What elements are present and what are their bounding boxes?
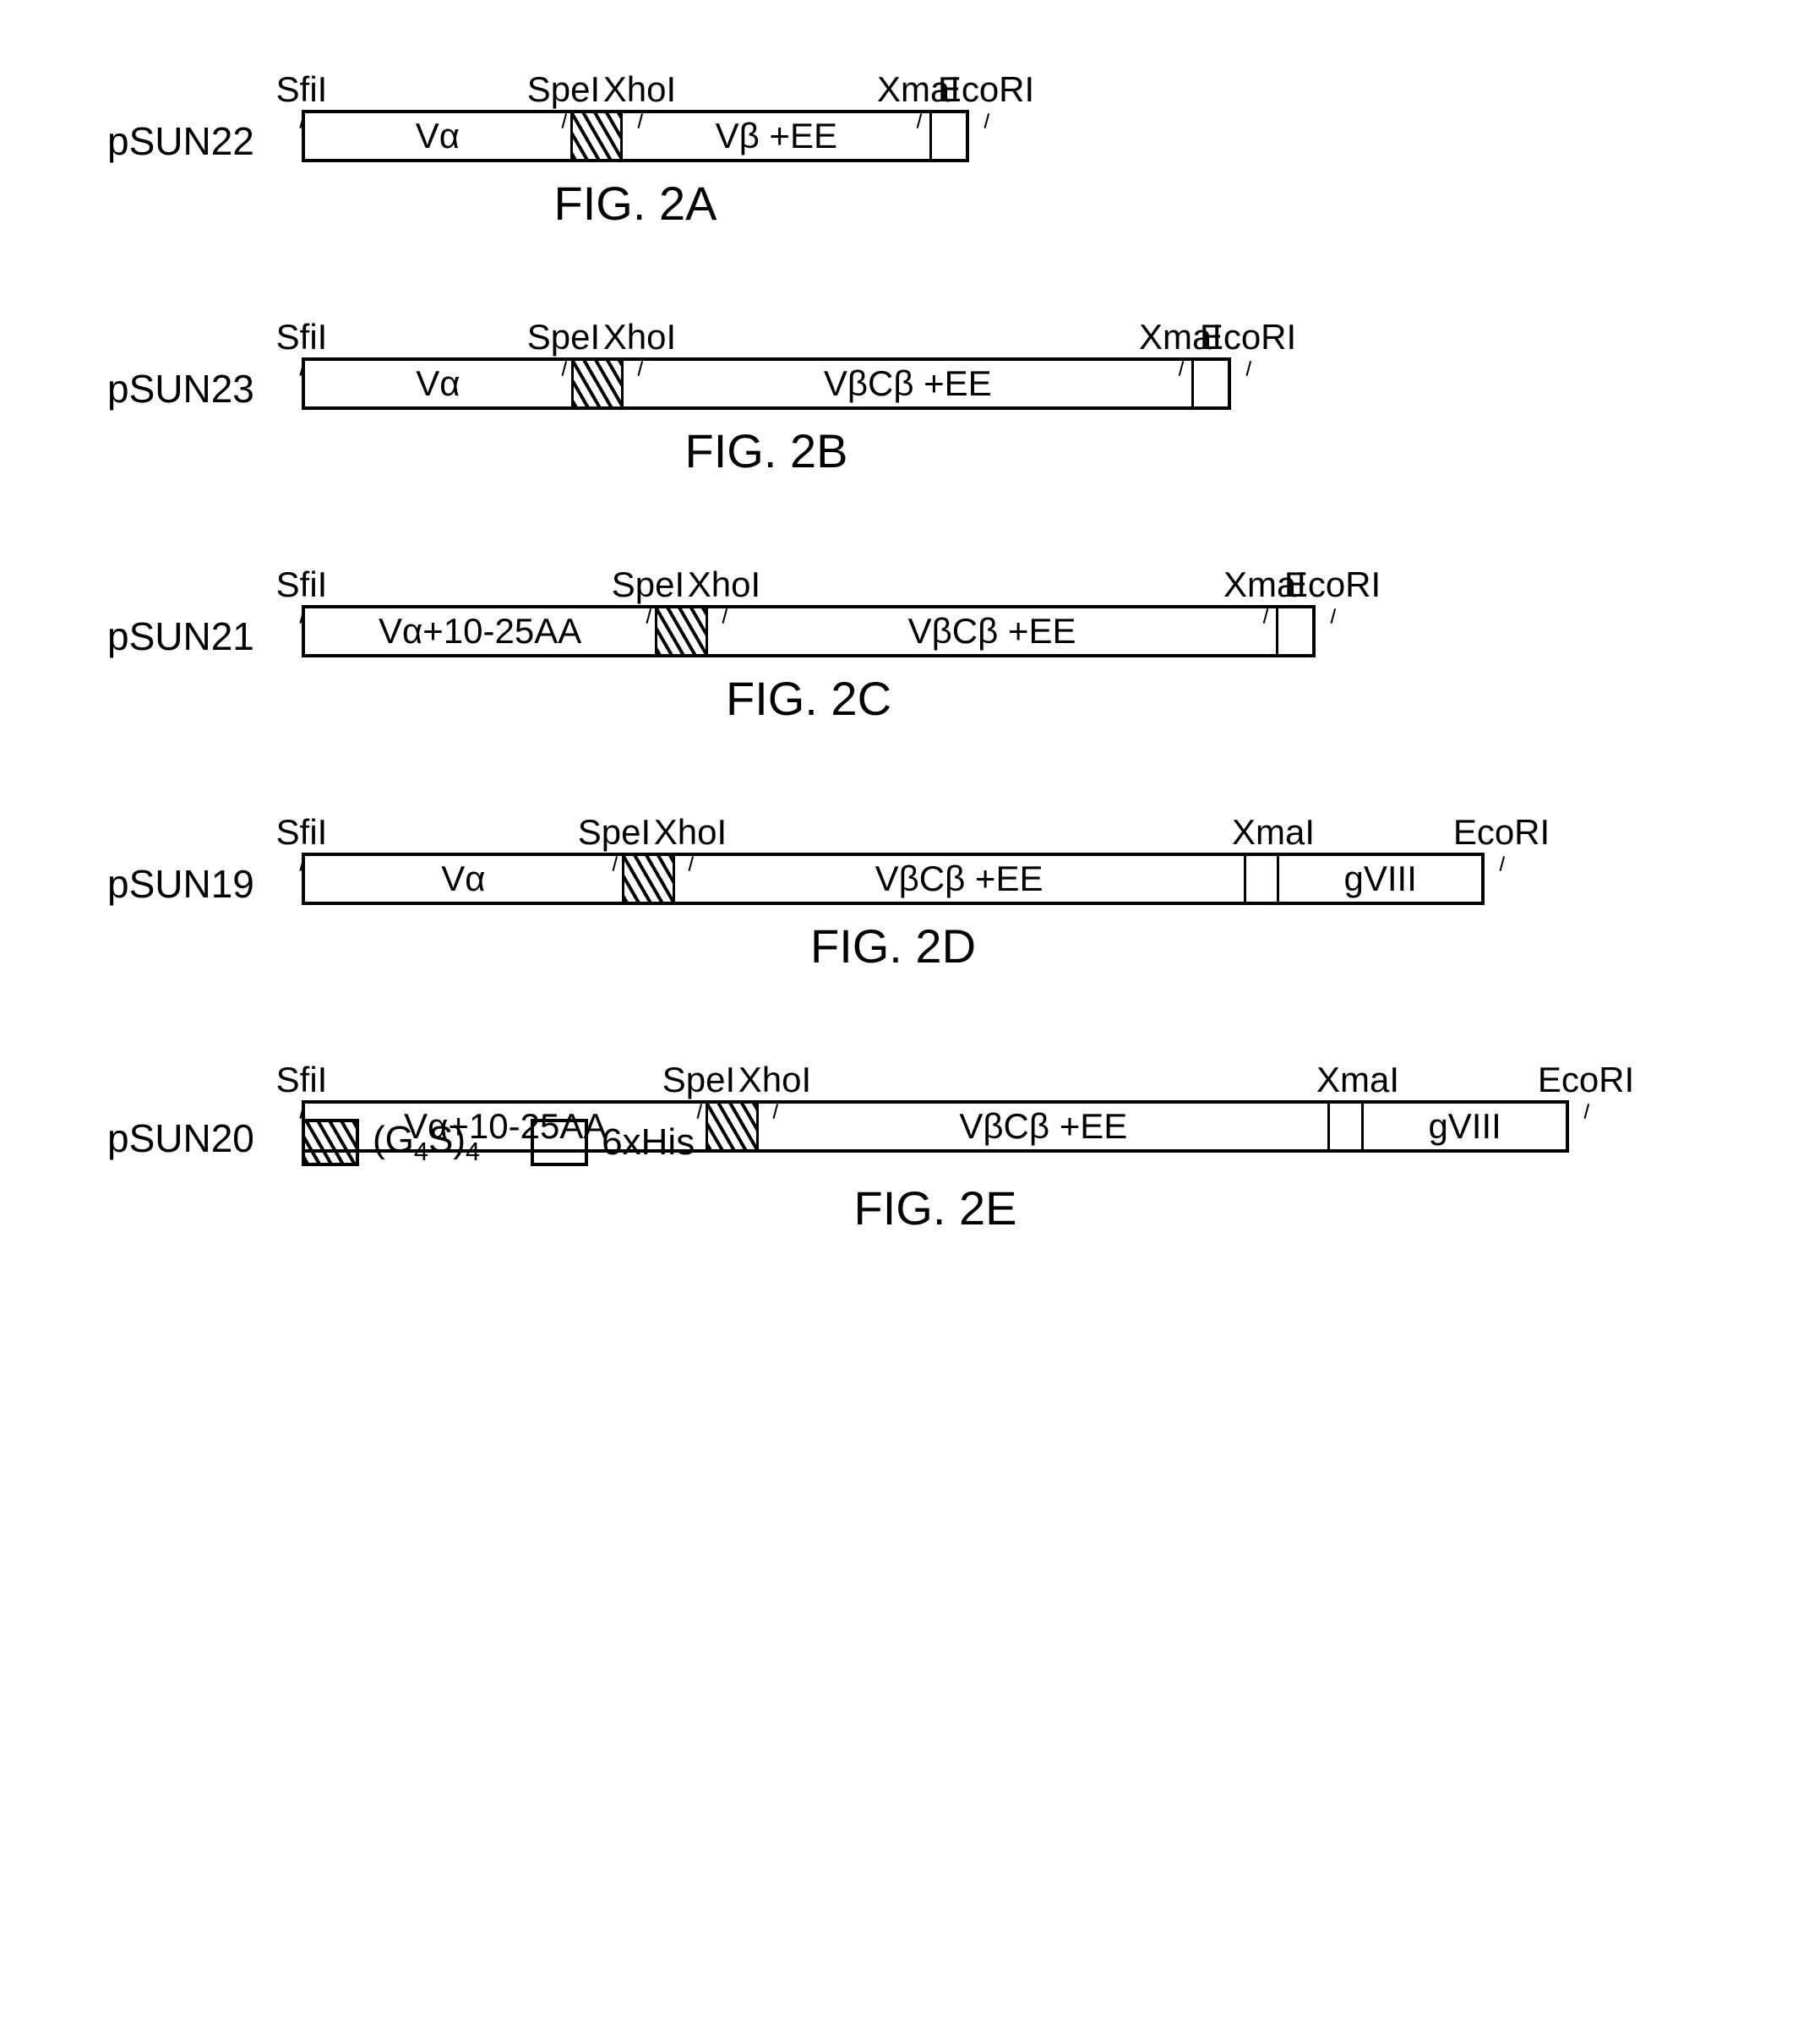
segment: Vα+10-25AA [305,608,657,654]
site-xmai: XmaI [1232,812,1315,853]
site-sfii: SfiI [276,1060,328,1100]
site-spei: SpeI [662,1060,735,1100]
restriction-sites: SfiISpeIXhoIXmaIEcoRI [302,298,1231,357]
figure-label: FIG. 2E [302,1181,1569,1235]
segment [1194,361,1228,406]
site-xhoi: XhoI [688,564,760,605]
construct-pSUN20: pSUN20SfiI SpeIXhoI XmaI EcoRI Vα+10-25AA VβC… [107,1041,1713,1235]
figure-label: FIG. 2A [302,176,969,231]
restriction-sites: SfiISpeIXhoIXmaIEcoRI [302,51,969,110]
construct-wrap: SfiISpeIXhoIXmaIEcoRIVα+10-25AA VβCβ +EE F… [302,546,1316,726]
restriction-sites: SfiISpeIXhoIXmaIEcoRI [302,1041,1569,1100]
plasmid-label: pSUN22 [107,118,276,164]
site-xhoi: XhoI [738,1060,811,1100]
segment: gVIII [1364,1104,1566,1149]
segment [932,113,966,159]
construct-bar: Vα Vβ +EE [302,110,969,162]
segment: Vα+10-25AA [305,1104,708,1149]
figure-label: FIG. 2B [302,423,1231,478]
restriction-sites: SfiISpeIXhoIXmaIEcoRI [302,793,1485,853]
site-sfii: SfiI [276,812,328,853]
segment [573,113,623,159]
construct-wrap: SfiISpeIXhoIXmaIEcoRIVαVβCβ +EEgVIIIFIG.… [302,793,1485,973]
figure-label: FIG. 2C [302,671,1316,726]
site-ecori: EcoRI [1200,317,1296,357]
segment: VβCβ +EE [675,856,1246,902]
construct-bar: Vα VβCβ +EE gVIII [302,853,1485,905]
segment [708,1104,759,1149]
site-sfii: SfiI [276,564,328,605]
site-ecori: EcoRI [1284,564,1381,605]
construct-bar: Vα+10-25AA VβCβ +EE [302,605,1316,657]
segment [1330,1104,1364,1149]
segment [657,608,708,654]
site-sfii: SfiI [276,69,328,110]
segment [1278,608,1312,654]
segment [574,361,624,406]
restriction-sites: SfiISpeIXhoIXmaIEcoRI [302,546,1316,605]
site-spei: SpeI [612,564,684,605]
segment: Vα [305,113,573,159]
construct-pSUN19: pSUN19SfiI SpeIXhoI XmaI EcoRI Vα VβCβ +EE gVI… [107,793,1713,973]
segment: Vα [305,361,574,406]
segment [1246,856,1280,902]
site-ecori: EcoRI [1453,812,1550,853]
segment [624,856,675,902]
plasmid-label: pSUN20 [107,1115,276,1161]
segment: VβCβ +EE [624,361,1194,406]
segment: Vβ +EE [623,113,932,159]
construct-bar: Vα VβCβ +EE [302,357,1231,410]
site-xhoi: XhoI [603,69,676,110]
site-spei: SpeI [578,812,651,853]
figure-label: FIG. 2D [302,919,1485,973]
construct-wrap: SfiISpeIXhoIXmaIEcoRIVα+10-25AAVβCβ +EEg… [302,1041,1569,1235]
construct-pSUN21: pSUN21 SfiISpeIXhoIXmaIEcoRIVα+10-25AA VβC… [107,546,1713,726]
construct-pSUN22: pSUN22 SfiISpeIXhoIXmaIEcoRIVα Vβ +EE FIG. … [107,51,1713,231]
construct-wrap: SfiISpeIXhoIXmaIEcoRIVα VβCβ +EE FIG. 2B [302,298,1231,478]
site-ecori: EcoRI [938,69,1034,110]
site-spei: SpeI [527,317,600,357]
plasmid-label: pSUN19 [107,861,276,907]
segment: gVIII [1279,856,1481,902]
segment: Vα [305,856,624,902]
site-sfii: SfiI [276,317,328,357]
site-ecori: EcoRI [1538,1060,1634,1100]
segment: VβCβ +EE [708,608,1278,654]
plasmid-label: pSUN21 [107,613,276,659]
site-xhoi: XhoI [603,317,676,357]
site-xmai: XmaI [1316,1060,1399,1100]
segment: VβCβ +EE [759,1104,1330,1149]
construct-pSUN23: pSUN23 SfiISpeIXhoIXmaIEcoRIVα VβCβ +EE FIG… [107,298,1713,478]
figure-container: pSUN22SfiISpeIXhoIXmaIEcoRIVαVβ +EEFIG. … [107,51,1713,1235]
plasmid-label: pSUN23 [107,366,276,412]
construct-bar: Vα+10-25AA VβCβ +EE gVIII [302,1100,1569,1153]
construct-wrap: SfiISpeIXhoIXmaIEcoRIVα Vβ +EE FIG. 2A [302,51,969,231]
site-xhoi: XhoI [654,812,727,853]
site-spei: SpeI [527,69,600,110]
